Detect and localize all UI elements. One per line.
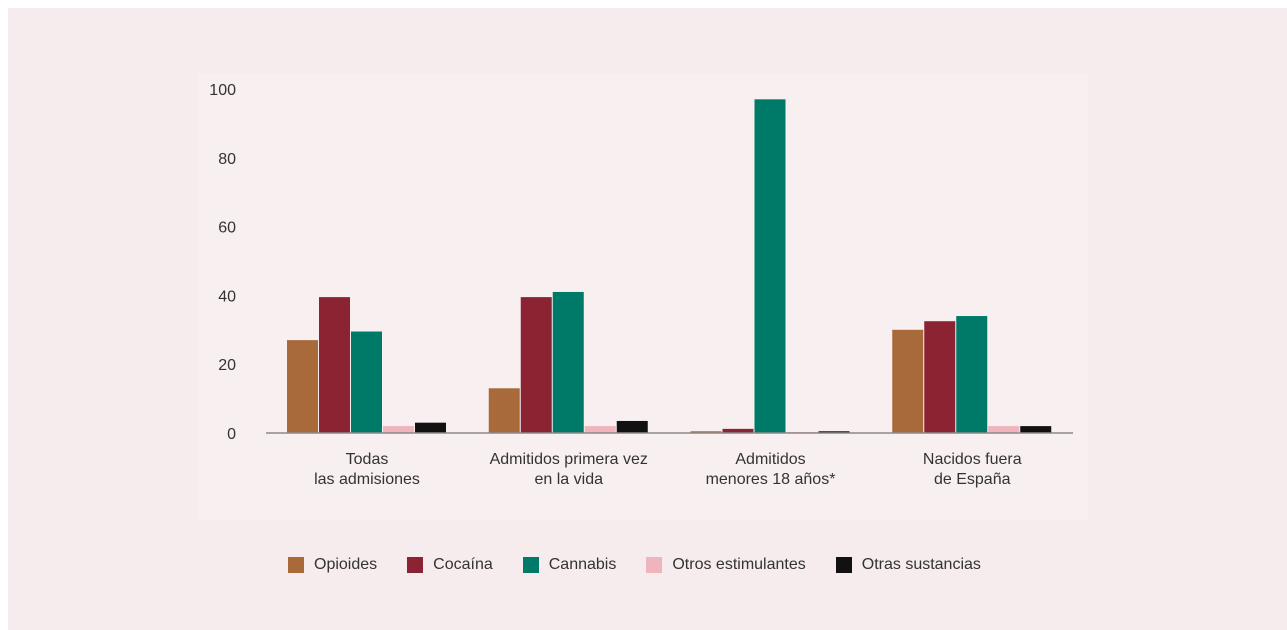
x-category-label: Todas	[346, 451, 389, 468]
x-category-label: menores 18 años*	[706, 471, 836, 488]
x-category-label: Admitidos primera vez	[490, 451, 648, 468]
x-category-label: las admisiones	[314, 471, 420, 488]
legend-item-otras-sustancias: Otras sustancias	[835, 556, 981, 574]
bar-2-2	[754, 99, 786, 433]
y-tick-label: 100	[209, 82, 236, 99]
bar-3-2	[956, 316, 988, 433]
legend-item-cannabis: Cannabis	[522, 556, 617, 574]
bar-3-1	[924, 321, 956, 433]
bar-1-2	[552, 291, 584, 433]
bar-1-3	[584, 426, 616, 433]
y-tick-label: 40	[218, 288, 236, 305]
legend-item-opioides: Opioides	[288, 556, 377, 574]
bar-3-4	[1020, 426, 1052, 433]
bar-0-3	[383, 426, 414, 433]
legend-label-opioides: Opioides	[314, 556, 378, 573]
bar-chart: 0 20 40 60 80 100 Todas las admisiones Admitidos…	[209, 82, 1073, 488]
legend-item-cocaina: Cocaína	[407, 556, 493, 574]
bar-1-1	[520, 297, 552, 433]
legend: Opioides Cocaína Cannabis Otros estimula…	[288, 556, 981, 574]
legend-swatch-cocaina	[407, 557, 424, 573]
legend-label-cannabis: Cannabis	[548, 556, 617, 573]
bar-0-4	[415, 422, 446, 433]
x-category-label: en la vida	[535, 471, 604, 488]
x-category-label: Nacidos fuera	[923, 451, 1022, 468]
bar-3-3	[988, 426, 1020, 433]
header-fragment	[0, 0, 1287, 8]
legend-label-otras-sustancias: Otras sustancias	[861, 556, 981, 573]
y-tick-label: 80	[218, 151, 236, 168]
x-category-label: Admitidos	[735, 451, 805, 468]
y-tick-label: 60	[218, 220, 236, 237]
legend-swatch-otros-estimulantes	[646, 557, 663, 573]
x-category-label: de España	[934, 471, 1011, 488]
bar-1-0	[488, 388, 520, 433]
bar-0-2	[351, 331, 382, 433]
legend-swatch-opioides	[288, 557, 304, 573]
y-tick-label: 20	[218, 357, 236, 374]
chart-panel: 0 20 40 60 80 100 Todas las admisiones Admitidos…	[8, 8, 1287, 630]
plot-area	[198, 74, 1088, 520]
bar-0-0	[287, 340, 318, 433]
bar-1-4	[616, 420, 648, 433]
bar-3-0	[892, 329, 924, 433]
y-tick-label: 0	[227, 426, 236, 443]
legend-label-cocaina: Cocaína	[433, 556, 493, 573]
bar-2-4	[818, 431, 850, 433]
bar-2-1	[722, 428, 754, 433]
legend-label-otros-estimulantes: Otros estimulantes	[672, 556, 806, 573]
bar-0-1	[319, 297, 350, 433]
bar-2-0	[690, 431, 722, 433]
legend-item-otros-estimulantes: Otros estimulantes	[646, 556, 806, 574]
legend-swatch-cannabis	[522, 557, 539, 573]
legend-swatch-otras-sustancias	[835, 557, 852, 573]
